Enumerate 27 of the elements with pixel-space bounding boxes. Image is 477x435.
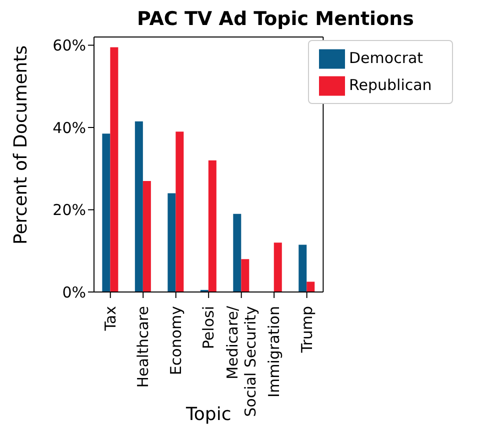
bar [233,214,242,292]
chart-title: PAC TV Ad Topic Mentions [136,8,415,32]
legend-label: Republican [349,76,432,94]
bar [274,242,282,292]
x-tick-label: Economy [166,306,185,376]
x-tick-label: Healthcare [134,306,152,388]
x-tick-label: Pelosi [200,306,218,350]
y-tick-label: 20% [52,201,86,220]
bar [134,121,143,292]
bar [208,160,216,292]
legend-label: Democrat [349,49,424,67]
bar [306,282,315,292]
bar [241,259,250,292]
x-axis-title: Topic [184,404,232,425]
bar [102,134,110,292]
bar [110,47,118,292]
bar [298,244,307,292]
x-tick-label: Immigration [265,306,284,398]
y-tick-label: 0% [62,283,86,302]
bar [168,193,176,292]
x-tick-label: Trump [298,306,316,354]
bar [176,132,184,292]
bar [142,180,151,292]
x-tick-label: Tax [101,306,120,332]
y-axis-title: Percent of Documents [10,45,32,244]
y-tick-label: 60% [52,36,86,55]
y-tick-label: 40% [52,118,86,137]
